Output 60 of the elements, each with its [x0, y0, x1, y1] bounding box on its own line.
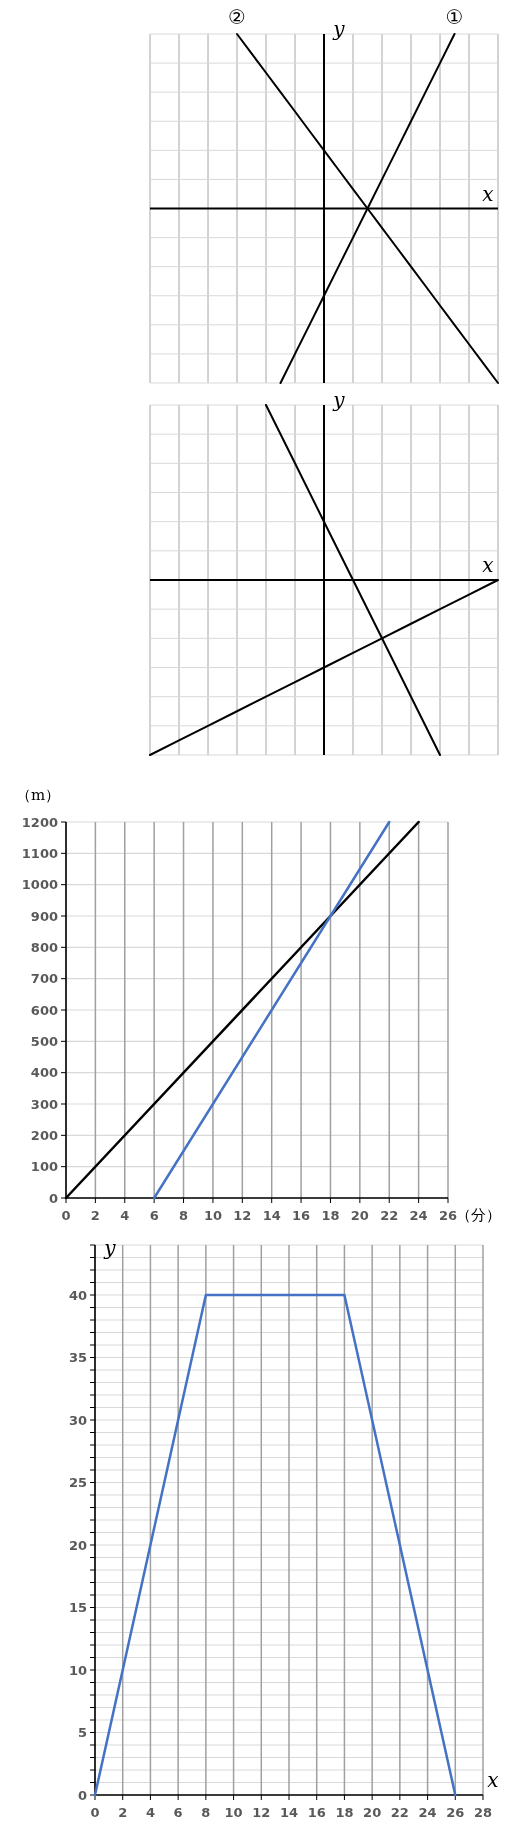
y-axis-title: （m）: [16, 786, 61, 804]
y-axis-title: y: [332, 17, 346, 41]
y-tick-label: 35: [68, 1350, 87, 1366]
x-axis-title: （分）: [456, 1206, 501, 1224]
x-tick-label: 8: [201, 1805, 211, 1820]
x-tick-label: 6: [149, 1208, 159, 1223]
x-axis-title: x: [482, 181, 494, 206]
y-axis-title: y: [332, 388, 346, 412]
x-tick-label: 4: [120, 1208, 130, 1223]
x-tick-label: 10: [203, 1208, 222, 1223]
x-tick-label: 22: [380, 1208, 399, 1223]
x-tick-label: 18: [335, 1805, 354, 1820]
x-tick-label: 24: [418, 1805, 437, 1820]
y-tick-label: 300: [30, 1096, 58, 1112]
x-tick-label: 20: [363, 1805, 382, 1820]
y-tick-label: 800: [30, 939, 58, 955]
y-tick-label: 10: [68, 1662, 87, 1678]
x-tick-label: 20: [350, 1208, 369, 1223]
x-tick-label: 12: [233, 1208, 252, 1223]
y-tick-label: 700: [30, 971, 58, 987]
series-label: ①: [445, 5, 464, 29]
x-tick-label: 26: [438, 1208, 458, 1223]
x-tick-label: 16: [307, 1805, 326, 1820]
y-tick-label: 30: [68, 1412, 87, 1428]
x-tick-label: 4: [145, 1805, 155, 1820]
x-tick-label: 2: [90, 1208, 100, 1223]
x-tick-label: 2: [118, 1805, 128, 1820]
x-tick-label: 16: [292, 1208, 311, 1223]
y-tick-label: 900: [30, 908, 58, 924]
y-tick-label: 200: [30, 1127, 58, 1143]
x-axis-title: x: [487, 1768, 499, 1792]
x-tick-label: 22: [390, 1805, 409, 1820]
y-tick-label: 15: [68, 1600, 87, 1616]
x-tick-label: 26: [446, 1805, 465, 1820]
y-tick-label: 600: [30, 1002, 58, 1018]
x-tick-label: 6: [173, 1805, 183, 1820]
x-tick-label: 28: [473, 1805, 493, 1820]
x-tick-label: 24: [409, 1208, 428, 1223]
y-tick-label: 1100: [21, 845, 58, 861]
x-tick-label: 18: [321, 1208, 340, 1223]
y-tick-label: 500: [30, 1033, 58, 1049]
y-tick-label: 1200: [21, 814, 58, 830]
y-tick-label: 100: [30, 1159, 58, 1175]
y-tick-label: 40: [68, 1287, 87, 1303]
y-tick-label: 0: [77, 1787, 87, 1803]
y-tick-label: 5: [77, 1725, 87, 1741]
x-tick-label: 14: [262, 1208, 281, 1223]
y-tick-label: 400: [30, 1065, 58, 1081]
y-tick-label: 20: [68, 1537, 87, 1553]
x-tick-label: 10: [224, 1805, 243, 1820]
x-tick-label: 14: [279, 1805, 299, 1820]
x-axis-title: x: [482, 553, 494, 577]
x-tick-label: 12: [252, 1805, 271, 1820]
x-tick-label: 8: [179, 1208, 189, 1223]
y-axis-title: y: [103, 1236, 117, 1260]
x-tick-label: 0: [90, 1805, 100, 1820]
series-label: ②: [228, 5, 246, 29]
y-tick-label: 1000: [21, 877, 58, 893]
y-tick-label: 25: [68, 1475, 87, 1491]
y-tick-label: 0: [48, 1190, 58, 1206]
